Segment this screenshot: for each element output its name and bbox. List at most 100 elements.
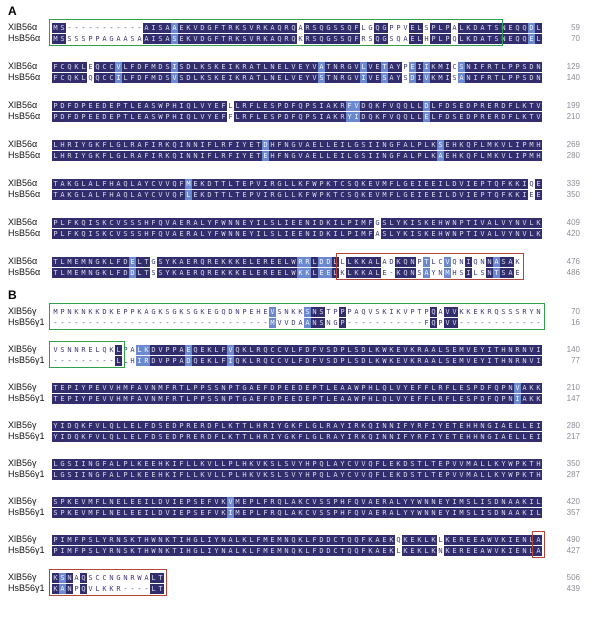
residue-cell: K [109, 307, 114, 316]
residue-cell: C [108, 217, 115, 228]
residue-cell: I [262, 178, 269, 189]
residue-cell: E [290, 217, 297, 228]
residue-cell: P [444, 33, 451, 44]
residue-cell: Q [108, 431, 115, 442]
residue-cell: V [318, 344, 325, 355]
residue-cell: E [276, 61, 283, 72]
residue-cell: D [283, 111, 290, 122]
residue-cell: K [409, 344, 416, 355]
residue-cell: L [228, 101, 233, 110]
residue-cell: L [374, 382, 381, 393]
residue-cell: F [423, 431, 430, 442]
residue-cell: V [403, 307, 408, 316]
residue-cell: E [409, 33, 416, 44]
residue-cell: F [304, 178, 311, 189]
residue-cell: - [396, 318, 401, 327]
residue-cell: S [186, 307, 191, 316]
residue-cell: L [479, 150, 486, 161]
residue-cell: F [73, 534, 80, 545]
residue-cell: D [199, 22, 206, 33]
residue-cell: A [143, 100, 150, 111]
residue-cell: P [60, 307, 65, 316]
residue-cell: I [178, 545, 185, 556]
sequence-row: XlB56α L H R I Y G K F L G L R A F I R K Q I N N I F L R F I Y E T D H F N… [0, 139, 600, 150]
residue-cell: A [382, 257, 387, 266]
residue-cell: Y [241, 139, 248, 150]
residue-cell: S [122, 228, 129, 239]
residue-cell: F [346, 507, 353, 518]
residue-cell: K [234, 267, 241, 278]
residue-cell: L [136, 431, 143, 442]
residue-cell: L [360, 61, 367, 72]
residue-cell: A [304, 150, 311, 161]
residue-cell: Q [80, 217, 87, 228]
residue-cell: K [360, 420, 367, 431]
residue-cell: K [52, 583, 59, 594]
residue-cell: N [109, 573, 114, 582]
residue-cell: F [402, 420, 409, 431]
residue-cell: H [437, 217, 444, 228]
residue-cell: F [423, 382, 430, 393]
residue-cell: S [318, 507, 325, 518]
residue-cell: K [304, 267, 311, 278]
residue-cell: K [374, 355, 381, 366]
residue-cell: A [248, 72, 255, 83]
residue-cell: I [59, 431, 66, 442]
residue-cell: P [227, 382, 234, 393]
residue-cell: H [143, 217, 150, 228]
residue-cell: D [479, 393, 486, 404]
residue-cell: K [340, 268, 345, 277]
residue-cell: N [500, 496, 507, 507]
residue-cell: F [367, 217, 374, 228]
residue-cell: V [80, 507, 87, 518]
residue-cell: R [493, 111, 500, 122]
residue-cell: K [458, 139, 465, 150]
residue-cell: V [255, 458, 262, 469]
residue-cell: K [388, 545, 395, 556]
residue-cell: L [430, 100, 437, 111]
residue-cell: A [164, 33, 171, 44]
residue-cell: A [374, 545, 381, 556]
residue-cell: C [108, 61, 115, 72]
residue-cell: G [115, 150, 122, 161]
residue-cell: S [417, 268, 422, 277]
residue-cell: Y [164, 267, 171, 278]
residue-cell: L [52, 139, 59, 150]
residue-cell: H [241, 458, 248, 469]
residue-cell: G [151, 257, 156, 266]
residue-cell: E [332, 393, 339, 404]
residue-cell: F [101, 458, 108, 469]
residue-cell: E [507, 431, 514, 442]
residue-cell: - [130, 584, 135, 593]
residue-cell: V [458, 469, 465, 480]
residue-cell: L [325, 150, 332, 161]
residue-cell: E [269, 267, 276, 278]
residue-cell: T [486, 22, 493, 33]
residue-cell: K [241, 355, 248, 366]
residue-cell: G [486, 420, 493, 431]
residue-cell: T [486, 33, 493, 44]
residue-cell: V [458, 189, 465, 200]
residue-cell: Q [108, 420, 115, 431]
residue-cell: E [192, 420, 199, 431]
row-label: HsB56α [8, 189, 41, 199]
residue-cell: E [486, 111, 493, 122]
residue-cell: S [59, 33, 66, 44]
residue-cell: T [220, 189, 227, 200]
residue-cell: N [507, 344, 514, 355]
residue-cell: K [109, 584, 114, 593]
residue-cell: I [521, 178, 528, 189]
residue-cell: K [129, 545, 136, 556]
residue-cell: S [269, 100, 276, 111]
row-label: XlB56γ [8, 534, 37, 544]
residue-cell: Q [529, 179, 534, 188]
residue-cell: D [157, 496, 164, 507]
residue-cell: M [52, 22, 59, 33]
residue-cell: E [486, 100, 493, 111]
residue-cell: - [144, 318, 149, 327]
residue-cell: Y [437, 420, 444, 431]
residue-cell: P [74, 584, 79, 593]
residue-cell: F [178, 189, 185, 200]
residue-cell: A [374, 534, 381, 545]
